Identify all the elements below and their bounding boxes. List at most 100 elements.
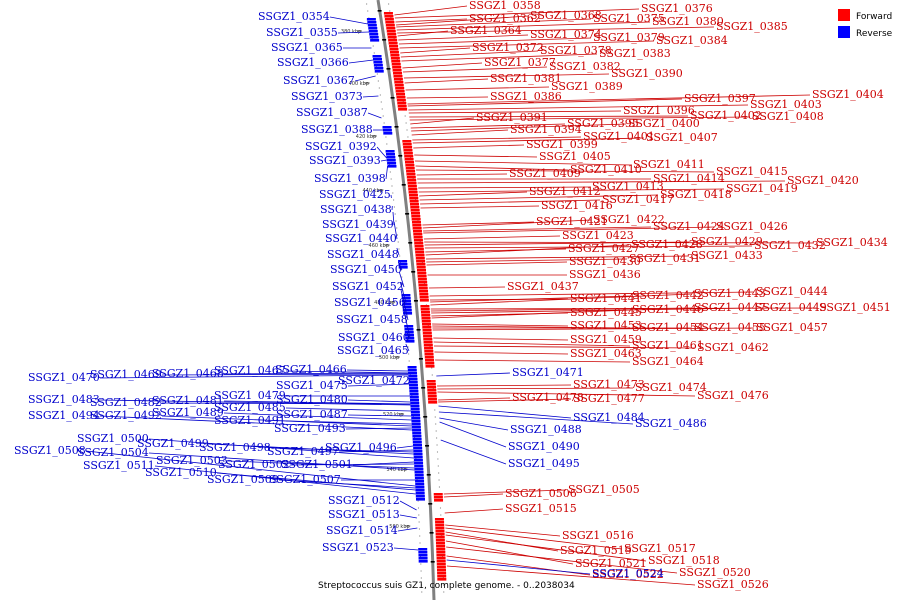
forward-leader-line bbox=[443, 493, 504, 498]
forward-gene bbox=[412, 227, 422, 230]
track-dot bbox=[442, 584, 445, 586]
reverse-gene-label: SSGZ1_0450 bbox=[330, 263, 402, 276]
reverse-gene-label: SSGZ1_0484 bbox=[573, 411, 645, 424]
reverse-gene bbox=[408, 375, 418, 378]
forward-leader-line bbox=[397, 30, 449, 37]
feature-marker bbox=[416, 329, 421, 331]
forward-leader-line bbox=[420, 199, 601, 205]
forward-gene-label: SSGZ1_0444 bbox=[756, 285, 828, 298]
reverse-gene bbox=[413, 456, 423, 459]
reverse-leader-line bbox=[397, 527, 418, 532]
forward-gene-label: SSGZ1_0476 bbox=[697, 389, 769, 402]
forward-gene-label: SSGZ1_0368 bbox=[530, 9, 602, 22]
forward-gene bbox=[388, 39, 398, 42]
reverse-gene bbox=[415, 495, 425, 498]
reverse-leader-line bbox=[399, 281, 407, 304]
track-dot bbox=[443, 591, 445, 593]
forward-gene bbox=[407, 185, 417, 188]
reverse-gene bbox=[405, 340, 415, 343]
reverse-gene-label: SSGZ1_0497 bbox=[267, 445, 339, 458]
reverse-leader-line bbox=[227, 460, 415, 469]
reverse-gene bbox=[372, 58, 382, 61]
forward-gene bbox=[415, 257, 425, 260]
forward-gene bbox=[422, 329, 432, 332]
reverse-leader-line bbox=[223, 412, 412, 421]
track-dot bbox=[420, 563, 422, 565]
forward-leader-line bbox=[424, 241, 690, 246]
forward-gene-label: SSGZ1_0383 bbox=[599, 47, 671, 60]
track-dot bbox=[379, 94, 381, 96]
forward-gene bbox=[393, 75, 403, 78]
feature-marker bbox=[413, 300, 418, 302]
reverse-gene bbox=[407, 366, 417, 369]
forward-leader-line bbox=[400, 47, 471, 54]
forward-gene bbox=[389, 48, 399, 51]
forward-gene-label: SSGZ1_0418 bbox=[660, 188, 732, 201]
forward-leader-line bbox=[396, 18, 592, 28]
forward-gene bbox=[396, 96, 406, 99]
reverse-gene bbox=[418, 560, 428, 563]
forward-gene bbox=[418, 281, 428, 284]
forward-gene-label: SSGZ1_0402 bbox=[690, 109, 762, 122]
track-dot bbox=[419, 542, 421, 544]
feature-marker bbox=[418, 358, 423, 360]
reverse-leader-line bbox=[438, 411, 634, 425]
track-dot bbox=[437, 458, 439, 460]
track-dot bbox=[418, 514, 420, 516]
forward-leader-line bbox=[445, 540, 574, 565]
forward-gene bbox=[410, 206, 420, 209]
forward-gene bbox=[427, 398, 437, 401]
reverse-leader-line bbox=[399, 500, 417, 511]
reverse-leader-line bbox=[398, 271, 405, 288]
forward-leader-line bbox=[395, 15, 529, 26]
reverse-gene-label: SSGZ1_0469 bbox=[90, 368, 162, 381]
reverse-gene-label: SSGZ1_0495 bbox=[508, 457, 580, 470]
forward-gene bbox=[409, 203, 419, 206]
tick-label: 460 kbp bbox=[369, 243, 389, 249]
tick-label: 380 kbp bbox=[341, 29, 361, 35]
forward-gene bbox=[391, 63, 401, 66]
reverse-gene-label: SSGZ1_0392 bbox=[305, 140, 377, 153]
feature-marker bbox=[398, 155, 403, 157]
track-dot bbox=[407, 136, 409, 138]
forward-gene-label: SSGZ1_0505 bbox=[568, 483, 640, 496]
forward-gene-label: SSGZ1_0443 bbox=[694, 287, 766, 300]
reverse-gene-label: SSGZ1_0480 bbox=[276, 393, 348, 406]
forward-gene-label: SSGZ1_0416 bbox=[541, 199, 613, 212]
tick-label: 440 kbp bbox=[362, 188, 382, 194]
forward-gene bbox=[393, 78, 403, 81]
forward-leader-line bbox=[409, 116, 751, 121]
forward-leader-line bbox=[403, 66, 548, 73]
forward-leader-line bbox=[418, 186, 591, 189]
forward-gene bbox=[402, 143, 412, 146]
forward-leader-line bbox=[400, 50, 539, 58]
reverse-leader-line bbox=[154, 465, 416, 495]
feature-marker bbox=[401, 184, 406, 186]
track-dot bbox=[419, 535, 421, 537]
reverse-gene bbox=[412, 432, 422, 435]
reverse-gene-label: SSGZ1_0513 bbox=[328, 508, 400, 521]
reverse-leader-line bbox=[438, 405, 572, 419]
reverse-gene-label: SSGZ1_0488 bbox=[510, 423, 582, 436]
reverse-gene bbox=[368, 30, 378, 33]
reverse-leader-line bbox=[397, 261, 403, 271]
forward-gene bbox=[409, 200, 419, 203]
genome-caption: Streptococcus suis GZ1, complete genome.… bbox=[318, 581, 575, 591]
forward-gene bbox=[407, 179, 417, 182]
forward-gene-label: SSGZ1_0380 bbox=[652, 15, 724, 28]
forward-leader-line bbox=[395, 18, 468, 23]
track-dot bbox=[431, 367, 433, 369]
reverse-leader-line bbox=[367, 112, 382, 119]
reverse-gene bbox=[408, 378, 418, 381]
forward-gene bbox=[423, 338, 433, 341]
track-dot bbox=[440, 514, 442, 516]
forward-leader-line bbox=[404, 78, 489, 84]
legend-forward-label: Forward bbox=[856, 12, 892, 22]
forward-leader-line bbox=[412, 137, 645, 144]
forward-leader-line bbox=[401, 53, 598, 62]
reverse-gene-label: SSGZ1_0511 bbox=[83, 459, 155, 472]
forward-gene bbox=[421, 317, 431, 320]
forward-gene bbox=[436, 560, 446, 563]
reverse-leader-line bbox=[385, 165, 388, 180]
forward-leader-line bbox=[445, 527, 623, 550]
